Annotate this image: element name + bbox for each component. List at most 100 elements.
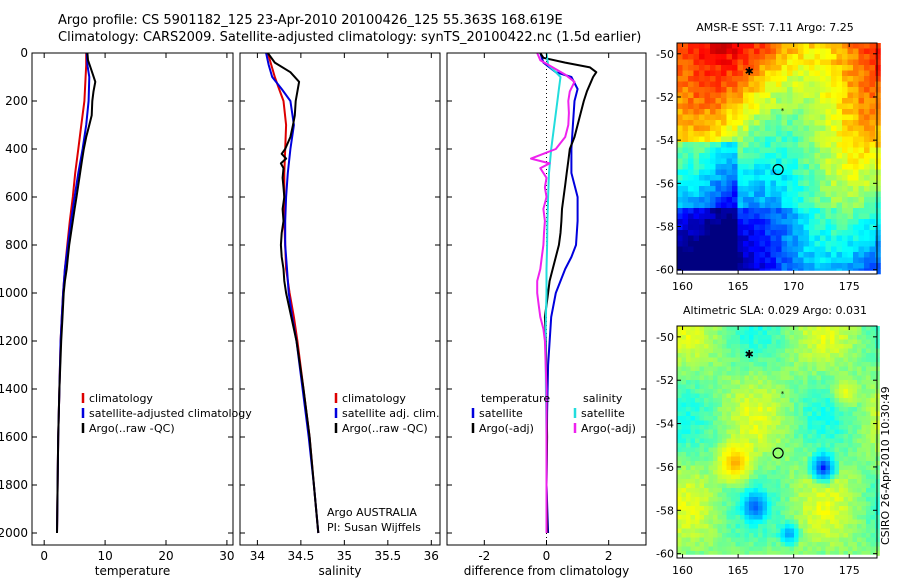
heatmap-cell	[677, 263, 683, 269]
heatmap-cell	[830, 425, 835, 430]
heatmap-cell	[781, 153, 788, 159]
heatmap-cell	[843, 411, 849, 417]
heatmap-cell	[798, 384, 804, 390]
heatmap-cell	[785, 546, 790, 552]
heatmap-cell	[732, 54, 738, 60]
heatmap-cell	[858, 136, 865, 143]
heatmap-cell	[770, 197, 777, 203]
heatmap-cell	[737, 202, 744, 209]
heatmap-cell	[812, 411, 817, 417]
heatmap-cell	[852, 501, 858, 507]
heatmap-cell	[831, 241, 837, 247]
heatmap-cell	[814, 136, 821, 143]
heatmap-cell	[843, 434, 849, 439]
heatmap-cell	[825, 492, 831, 498]
heatmap-cell	[717, 542, 723, 547]
heatmap-cell	[820, 48, 826, 55]
heatmap-cell	[770, 142, 777, 148]
heatmap-cell	[794, 420, 799, 426]
heatmap-cell	[809, 120, 815, 126]
heatmap-cell	[816, 384, 822, 390]
heatmap-cell	[830, 416, 835, 421]
heatmap-cell	[789, 488, 795, 493]
heatmap-cell	[744, 416, 750, 421]
heatmap-cell	[831, 65, 837, 71]
heatmap-cell	[695, 366, 700, 372]
heatmap-cell	[699, 488, 705, 493]
heatmap-cell	[870, 542, 876, 547]
heatmap-cell	[717, 407, 723, 412]
heatmap-cell	[690, 497, 696, 502]
heatmap-cell	[869, 92, 876, 99]
heatmap-cell	[731, 362, 736, 367]
heatmap-cell	[792, 76, 799, 82]
heatmap-cell	[721, 81, 727, 88]
heatmap-cell	[820, 230, 826, 236]
heatmap-cell	[869, 224, 876, 231]
heatmap-cell	[776, 488, 781, 493]
heatmap-cell	[699, 125, 705, 132]
heatmap-cell	[821, 416, 826, 421]
heatmap-cell	[722, 353, 727, 358]
heatmap-cell	[785, 330, 790, 336]
heatmap-cell	[710, 92, 716, 99]
y-tick-label: 0	[20, 46, 28, 60]
heatmap-cell	[740, 551, 745, 556]
heatmap-cell	[771, 389, 777, 394]
heatmap-cell	[864, 147, 870, 154]
heatmap-cell	[776, 81, 782, 88]
heatmap-cell	[681, 537, 687, 543]
heatmap-cell	[852, 371, 858, 376]
heatmap-cell	[767, 519, 772, 525]
heatmap-cell	[792, 43, 799, 49]
heatmap-cell	[870, 335, 876, 340]
heatmap-cell	[781, 224, 788, 231]
heatmap-cell	[699, 515, 705, 520]
heatmap-cell	[789, 438, 795, 444]
heatmap-cell	[737, 120, 744, 126]
heatmap-cell	[809, 147, 815, 154]
heatmap-cell	[737, 191, 744, 198]
heatmap-cell	[816, 537, 822, 543]
heatmap-cell	[715, 246, 722, 253]
heatmap-cell	[814, 263, 821, 269]
heatmap-cell	[767, 371, 772, 376]
heatmap-cell	[735, 339, 741, 345]
heatmap-cell	[710, 81, 716, 88]
heatmap-cell	[792, 103, 799, 110]
heatmap-cell	[704, 443, 709, 448]
heatmap-cell	[686, 452, 691, 457]
heatmap-cell	[853, 59, 859, 66]
heatmap-cell	[843, 515, 849, 520]
heatmap-cell	[704, 326, 709, 331]
heatmap-cell	[753, 398, 759, 403]
heatmap-cell	[787, 92, 793, 99]
heatmap-cell	[765, 235, 771, 242]
heatmap-cell	[708, 407, 714, 412]
heatmap-cell	[765, 131, 771, 137]
heatmap-cell	[798, 191, 804, 198]
heatmap-cell	[765, 230, 771, 236]
heatmap-cell	[866, 533, 871, 538]
heatmap-cell	[821, 434, 826, 439]
heatmap-cell	[744, 533, 750, 538]
heatmap-cell	[743, 59, 749, 66]
heatmap-cell	[858, 147, 865, 154]
heatmap-cell	[792, 114, 799, 121]
heatmap-cell	[726, 402, 732, 408]
heatmap-cell	[767, 542, 772, 547]
heatmap-cell	[870, 474, 876, 480]
heatmap-cell	[807, 416, 813, 421]
heatmap-cell	[717, 434, 723, 439]
heatmap-cell	[749, 326, 754, 331]
heatmap-cell	[847, 54, 854, 60]
heatmap-cell	[781, 257, 788, 264]
heatmap-cell	[744, 524, 750, 529]
heatmap-cell	[688, 59, 694, 66]
heatmap-cell	[776, 425, 781, 430]
heatmap-cell	[842, 224, 848, 231]
heatmap-cell	[798, 109, 804, 115]
heatmap-cell	[699, 551, 705, 556]
heatmap-cell	[710, 241, 716, 247]
heatmap-cell	[717, 483, 723, 489]
